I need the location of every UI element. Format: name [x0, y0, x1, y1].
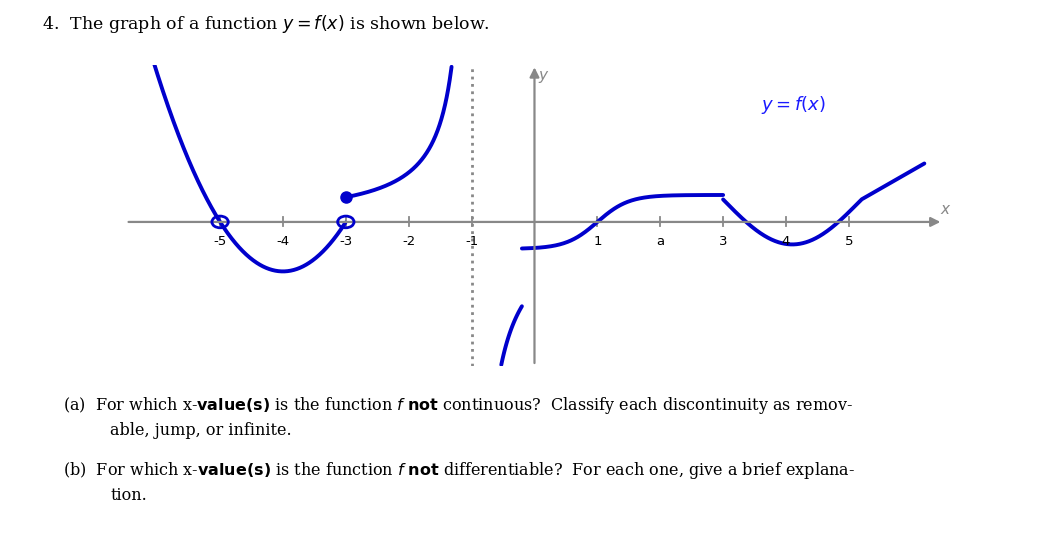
Text: tion.: tion. — [110, 487, 147, 504]
Text: -1: -1 — [465, 235, 478, 247]
Text: 1: 1 — [593, 235, 602, 247]
Text: $y = f(x)$: $y = f(x)$ — [761, 94, 826, 116]
Text: -3: -3 — [340, 235, 352, 247]
Text: able, jump, or infinite.: able, jump, or infinite. — [110, 422, 291, 440]
Text: -2: -2 — [402, 235, 415, 247]
Text: -5: -5 — [214, 235, 226, 247]
Text: (a)  For which x-$\mathbf{value(s)}$ is the function $f$ $\mathbf{not}$ continuo: (a) For which x-$\mathbf{value(s)}$ is t… — [63, 395, 853, 416]
Text: -4: -4 — [277, 235, 289, 247]
Text: 4: 4 — [782, 235, 790, 247]
Text: (b)  For which x-$\mathbf{value(s)}$ is the function $f$ $\mathbf{not}$ differen: (b) For which x-$\mathbf{value(s)}$ is t… — [63, 460, 855, 481]
Text: 5: 5 — [845, 235, 853, 247]
Text: $y$: $y$ — [538, 69, 550, 85]
Text: a: a — [656, 235, 664, 247]
Text: 3: 3 — [719, 235, 727, 247]
Text: 4.  The graph of a function $y = f(x)$ is shown below.: 4. The graph of a function $y = f(x)$ is… — [42, 13, 489, 36]
Text: $x$: $x$ — [940, 202, 952, 217]
